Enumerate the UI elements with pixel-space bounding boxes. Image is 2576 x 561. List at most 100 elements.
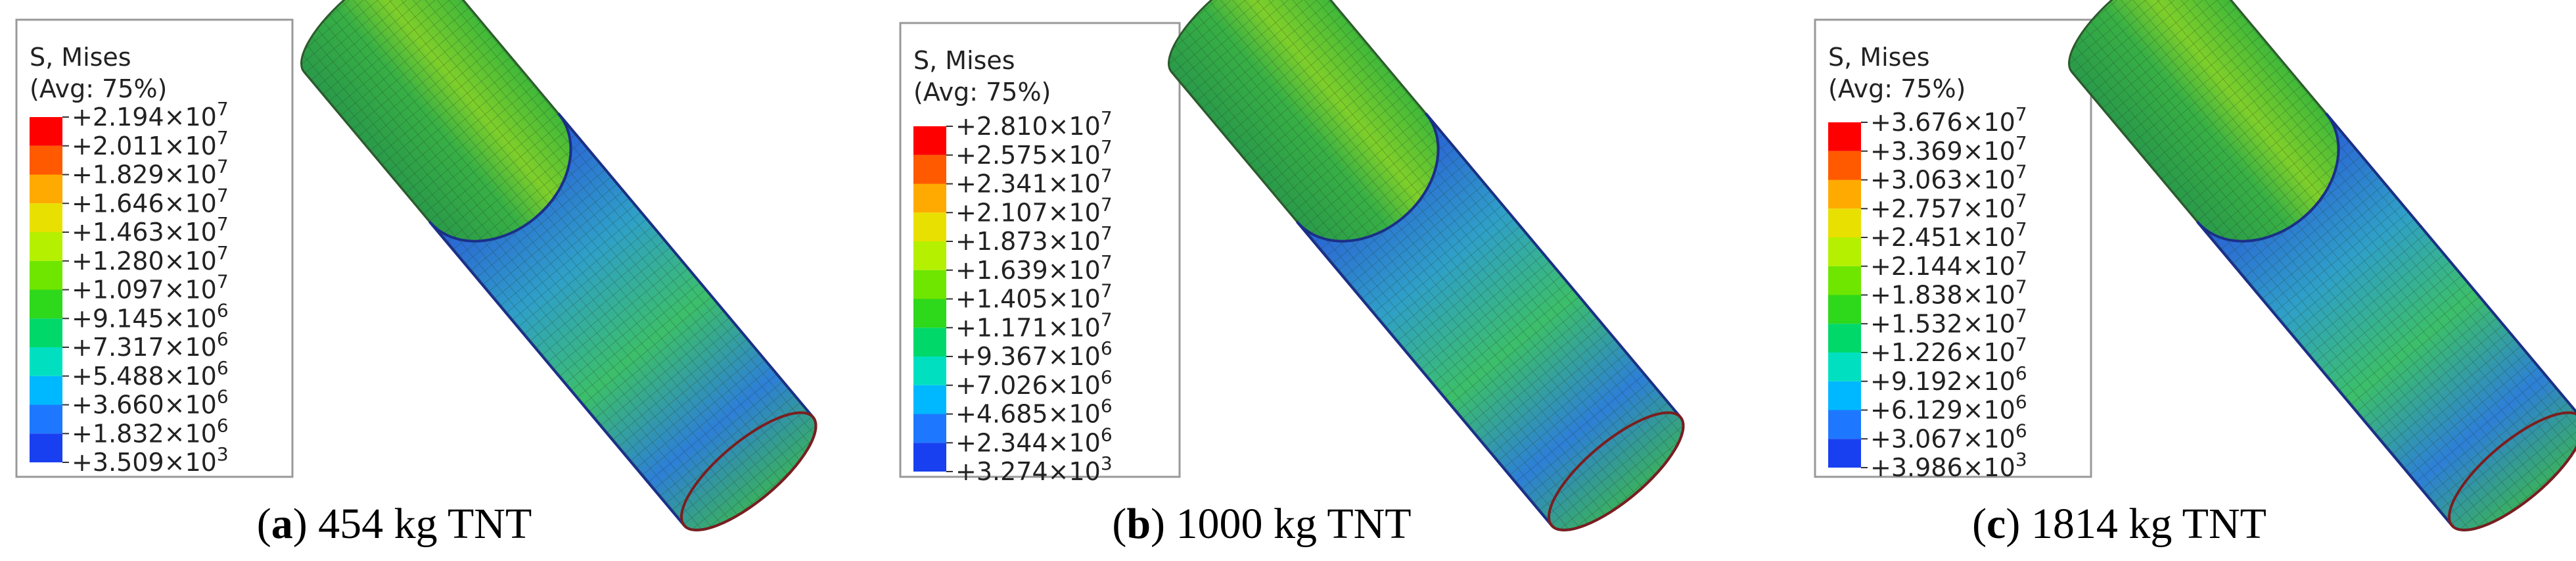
mantissa: +6.129 [1870, 396, 1963, 425]
exponent: 6 [1101, 424, 1113, 445]
multiplier: ×10 [164, 218, 217, 247]
multiplier: ×10 [1963, 223, 2015, 252]
legend-label: +1.838×107 [1870, 276, 2027, 310]
legend-label: +1.226×107 [1870, 333, 2027, 367]
legend-box [899, 22, 1181, 478]
exponent: 6 [2015, 362, 2027, 384]
mantissa: +3.067 [1870, 424, 1963, 453]
legend-subtitle: (Avg: 75%) [913, 78, 1051, 107]
legend-label: +4.685×106 [955, 395, 1113, 429]
caption-text: ) 1814 kg TNT [2006, 500, 2266, 548]
exponent: 7 [1101, 193, 1113, 215]
mantissa: +1.532 [1870, 309, 1963, 338]
mantissa: +9.367 [955, 342, 1048, 371]
caption-letter: b [1126, 500, 1151, 548]
legend-swatch [1828, 353, 1861, 381]
mantissa: +3.986 [1870, 453, 1963, 482]
tube-model [2068, 0, 2576, 531]
multiplier: ×10 [1048, 112, 1101, 141]
caption-text: ) 454 kg TNT [293, 500, 532, 548]
exponent: 7 [217, 242, 229, 264]
multiplier: ×10 [1048, 198, 1101, 227]
legend-swatch [913, 443, 946, 472]
tube-end [680, 411, 817, 531]
legend-label: +1.832×106 [72, 414, 229, 448]
exponent: 6 [217, 386, 229, 408]
caption-letter: c [1987, 500, 2006, 548]
legend-subtitle: (Avg: 75%) [1828, 74, 1966, 103]
multiplier: ×10 [1048, 457, 1101, 486]
multiplier: ×10 [164, 247, 217, 276]
mantissa: +2.344 [955, 428, 1048, 457]
multiplier: ×10 [1963, 252, 2015, 281]
legend-swatch [913, 356, 946, 385]
legend-swatch [1828, 237, 1861, 266]
legend-swatch [30, 433, 62, 462]
mantissa: +3.660 [72, 391, 164, 420]
legend-label: +2.341×107 [955, 165, 1113, 199]
multiplier: ×10 [1963, 137, 2015, 166]
mantissa: +1.226 [1870, 338, 1963, 367]
mantissa: +1.832 [72, 419, 164, 448]
legend-label: +1.829×107 [72, 156, 229, 189]
legend-label: +3.369×107 [1870, 132, 2027, 166]
legend-swatch [1828, 266, 1861, 295]
mantissa: +1.280 [72, 247, 164, 276]
mantissa: +2.011 [72, 132, 164, 160]
legend-swatch [913, 126, 946, 155]
panel: S, Mises(Avg: 75%)+3.676×107+3.369×107+3… [1814, 0, 2576, 548]
multiplier: ×10 [1048, 342, 1101, 371]
legend-swatch [30, 260, 62, 290]
multiplier: ×10 [1963, 367, 2015, 396]
mantissa: +2.810 [955, 112, 1048, 141]
legend-swatch [30, 117, 62, 146]
legend-label: +2.757×107 [1870, 189, 2027, 223]
legend-label: +6.129×106 [1870, 391, 2027, 425]
legend-swatch [1828, 381, 1861, 410]
legend-swatch [913, 212, 946, 241]
legend-swatch [1828, 324, 1861, 353]
legend-title: S, Mises [30, 43, 131, 72]
legend-label: +3.063×107 [1870, 161, 2027, 195]
multiplier: ×10 [164, 160, 217, 189]
legend-label: +2.011×107 [72, 127, 229, 160]
exponent: 7 [2015, 218, 2027, 240]
legend-swatch [30, 145, 62, 175]
legend-swatch [30, 404, 62, 434]
exponent: 3 [2015, 449, 2027, 470]
legend-swatch [1828, 208, 1861, 237]
mantissa: +1.463 [72, 218, 164, 247]
mantissa: +3.369 [1870, 137, 1963, 166]
legend-label: +2.107×107 [955, 193, 1113, 227]
mantissa: +9.145 [72, 304, 164, 333]
mantissa: +1.873 [955, 227, 1048, 256]
legend-swatch [1828, 180, 1861, 209]
multiplier: ×10 [1048, 400, 1101, 429]
caption-letter: a [271, 500, 293, 548]
legend-swatch [30, 347, 62, 376]
legend-label: +1.639×107 [955, 251, 1113, 285]
tube-inner-mesh [2197, 113, 2576, 530]
multiplier: ×10 [164, 362, 217, 391]
tube-inner-mesh [429, 113, 816, 530]
legend-label: +3.660×106 [72, 386, 229, 420]
mantissa: +7.317 [72, 333, 164, 362]
legend-swatch [913, 385, 946, 414]
legend-subtitle: (Avg: 75%) [30, 74, 167, 103]
legend-swatch [30, 376, 62, 405]
exponent: 7 [217, 156, 229, 178]
exponent: 7 [217, 184, 229, 206]
tube-model [1168, 0, 1685, 531]
legend-label: +1.463×107 [72, 213, 229, 247]
legend-swatch [30, 203, 62, 232]
tube-model [300, 0, 817, 531]
mantissa: +3.063 [1870, 166, 1963, 195]
legend-label: +7.026×106 [955, 366, 1113, 400]
exponent: 6 [2015, 391, 2027, 413]
legend-label: +1.280×107 [72, 242, 229, 276]
mantissa: +1.639 [955, 256, 1048, 285]
legend-label: +2.575×107 [955, 136, 1113, 170]
panel: S, Mises(Avg: 75%)+2.194×107+2.011×107+1… [15, 0, 817, 548]
mantissa: +3.274 [955, 457, 1048, 486]
legend-swatch [1828, 295, 1861, 324]
